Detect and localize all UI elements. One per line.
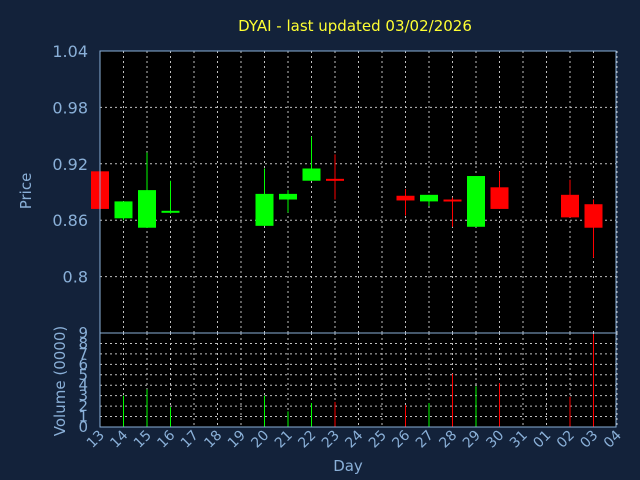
candle-body bbox=[255, 193, 274, 226]
candle-body bbox=[138, 190, 156, 228]
candle-body bbox=[396, 195, 415, 201]
x-tick-label: 26 bbox=[389, 427, 413, 451]
candle-body bbox=[326, 178, 344, 181]
x-axis-label: Day bbox=[333, 457, 363, 475]
candle-body bbox=[302, 168, 321, 181]
x-tick-label: 14 bbox=[107, 427, 131, 451]
x-tick-label: 16 bbox=[154, 427, 178, 451]
volume-tick-label: 7 bbox=[78, 345, 88, 363]
volume-tick-label: 5 bbox=[78, 366, 88, 384]
candle-body bbox=[443, 199, 462, 202]
x-tick-label: 29 bbox=[460, 428, 484, 452]
volume-panel: 13 14 15 16 17 18 19 20 21 22 23 24 25 26 27 28 29 30 31 01… bbox=[78, 324, 624, 451]
x-tick-label: 02 bbox=[554, 428, 578, 452]
volume-tick-label: 8 bbox=[78, 334, 88, 352]
x-tick-label: 24 bbox=[342, 427, 366, 451]
price-tick-label: 1.04 bbox=[52, 42, 88, 61]
candle-body bbox=[561, 194, 579, 218]
x-tick-label: 17 bbox=[178, 428, 202, 452]
x-tick-label: 19 bbox=[225, 428, 249, 452]
x-tick-label: 04 bbox=[601, 427, 625, 451]
chart-title: DYAI - last updated 03/02/2026 bbox=[238, 17, 472, 35]
volume-tick-label: 6 bbox=[78, 355, 88, 373]
volume-tick-label: 9 bbox=[78, 324, 88, 342]
price-tick-label: 0.98 bbox=[52, 98, 88, 117]
x-tick-label: 31 bbox=[507, 428, 531, 452]
x-tick-label: 30 bbox=[483, 428, 507, 452]
x-tick-label: 15 bbox=[131, 428, 155, 452]
volume-axis-frame bbox=[99, 332, 617, 428]
x-tick-label: 25 bbox=[366, 428, 390, 452]
candle-body bbox=[161, 210, 180, 213]
candle-body bbox=[279, 193, 297, 200]
volume-tick-label: 4 bbox=[78, 376, 88, 394]
x-tick-label: 20 bbox=[248, 428, 272, 452]
x-tick-label: 03 bbox=[577, 428, 601, 452]
x-tick-label: 22 bbox=[295, 428, 319, 452]
x-tick-label: 18 bbox=[201, 428, 225, 452]
volume-axis-label: Volume (0000) bbox=[51, 326, 69, 436]
candle-body bbox=[490, 187, 509, 209]
volume-tick-label: 1 bbox=[78, 408, 88, 426]
candle-body bbox=[467, 176, 485, 227]
candle-body bbox=[114, 201, 133, 219]
x-tick-label: 27 bbox=[413, 428, 437, 452]
x-tick-label: 28 bbox=[436, 428, 460, 452]
candle-body bbox=[420, 194, 438, 202]
price-axis-label: Price bbox=[17, 173, 35, 210]
candle-body bbox=[584, 204, 603, 228]
volume-tick-label: 2 bbox=[78, 397, 88, 415]
x-tick-label: 21 bbox=[272, 428, 296, 452]
volume-tick-label: 3 bbox=[78, 387, 88, 405]
volume-tick-label: 0 bbox=[78, 418, 88, 436]
x-tick-label: 23 bbox=[319, 428, 343, 452]
x-tick-label: 01 bbox=[530, 428, 554, 452]
price-tick-label: 0.8 bbox=[63, 268, 88, 287]
price-tick-label: 0.86 bbox=[52, 211, 88, 230]
price-panel: 0.8 0.86 0.92 0.98 1.04 bbox=[52, 42, 618, 334]
price-tick-label: 0.92 bbox=[52, 155, 88, 174]
